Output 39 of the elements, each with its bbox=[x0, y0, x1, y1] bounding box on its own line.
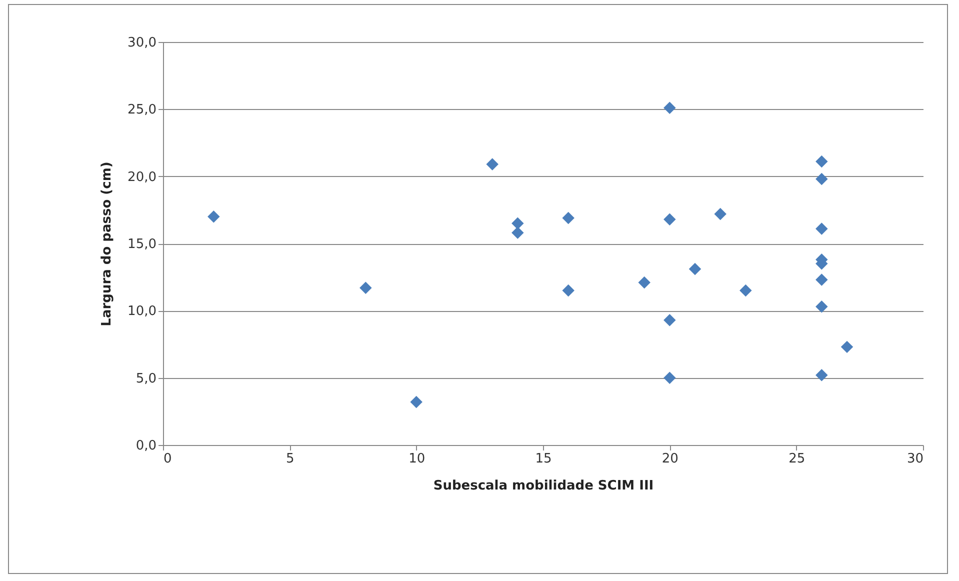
y-tick-label: 5,0 bbox=[136, 371, 156, 386]
x-tick-label: 20 bbox=[662, 452, 678, 466]
point bbox=[512, 226, 524, 239]
y-tick-label: 0,0 bbox=[136, 438, 156, 454]
point bbox=[688, 262, 702, 276]
y-axis-title: Largura do passo (cm) bbox=[100, 162, 115, 326]
point bbox=[816, 300, 828, 313]
point bbox=[562, 284, 574, 297]
point bbox=[840, 340, 854, 354]
point bbox=[486, 158, 498, 170]
x-tick-label: 0 bbox=[164, 452, 172, 466]
point bbox=[816, 172, 828, 186]
point bbox=[562, 212, 574, 224]
x-tick-label: 30 bbox=[906, 452, 924, 466]
point bbox=[740, 284, 752, 297]
x-tick-label: 5 bbox=[286, 452, 294, 466]
point bbox=[816, 155, 828, 168]
point bbox=[664, 213, 676, 226]
point bbox=[512, 217, 524, 230]
y-tick-label: 30,0 bbox=[128, 36, 156, 50]
point bbox=[816, 274, 828, 286]
point bbox=[410, 396, 422, 408]
point bbox=[360, 282, 372, 294]
point bbox=[664, 102, 676, 114]
y-tick-label: 20,0 bbox=[128, 170, 156, 185]
x-tick-label: 15 bbox=[535, 452, 552, 466]
y-tick-label: 10,0 bbox=[128, 304, 156, 320]
point bbox=[638, 276, 650, 289]
point bbox=[664, 314, 676, 326]
y-tick-label: 15,0 bbox=[128, 237, 156, 252]
y-tick-label: 25,0 bbox=[128, 102, 156, 118]
x-tick-label: 25 bbox=[788, 452, 806, 466]
point bbox=[714, 208, 726, 220]
point bbox=[664, 372, 676, 384]
point bbox=[816, 369, 828, 382]
point bbox=[208, 210, 220, 223]
x-axis-title: Subescala mobilidade SCIM III bbox=[433, 478, 654, 494]
x-tick-label: 10 bbox=[408, 452, 426, 466]
point bbox=[816, 222, 828, 235]
